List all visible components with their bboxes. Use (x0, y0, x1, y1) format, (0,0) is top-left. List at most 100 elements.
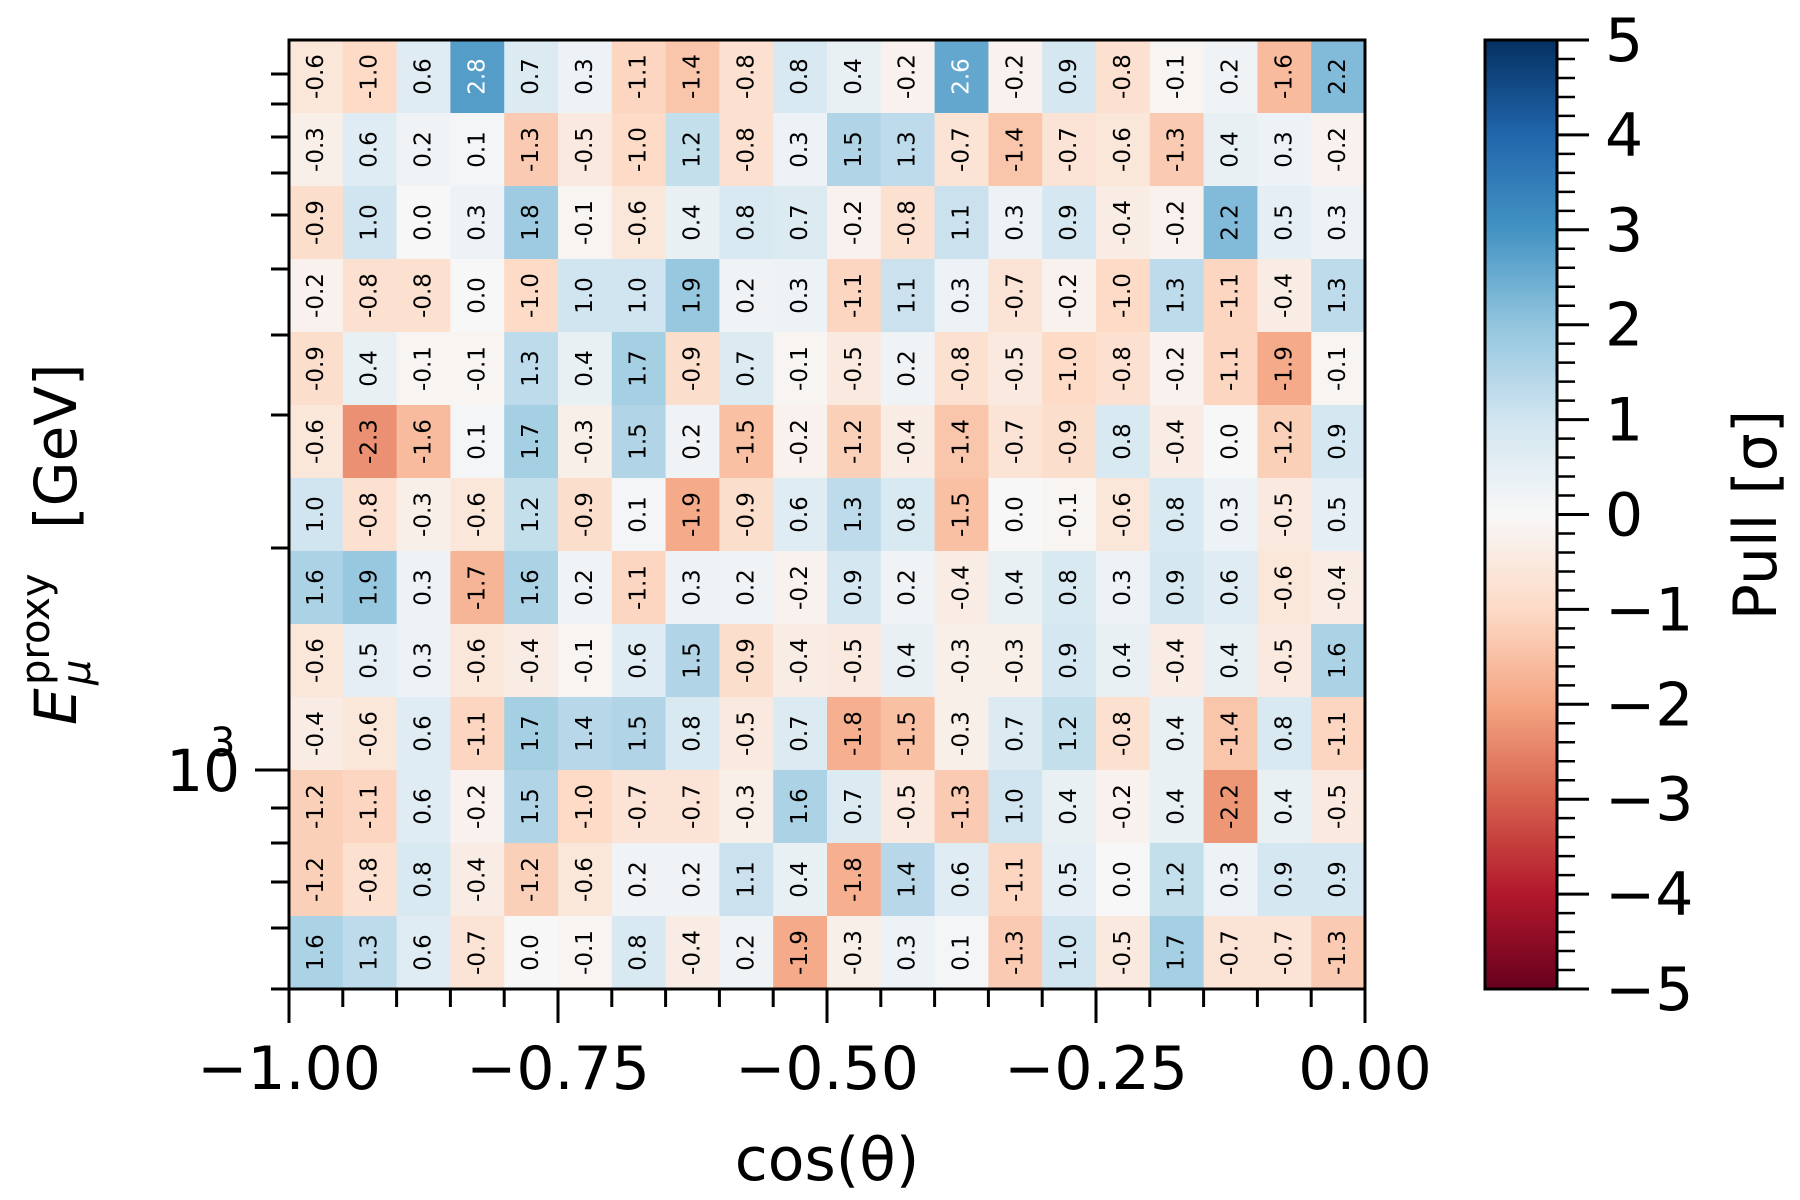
heatmap-cell (880, 770, 936, 844)
heatmap-cell (1149, 478, 1205, 552)
heatmap-cell (342, 697, 398, 771)
cell-value-label: -0.3 (733, 784, 759, 829)
cell-value-label: -0.1 (464, 346, 490, 391)
heatmap-cell (1311, 113, 1366, 187)
cell-value-label: -0.5 (895, 784, 921, 829)
cell-value-label: -1.5 (949, 492, 975, 537)
heatmap-cell (1257, 770, 1312, 844)
heatmap-cell (988, 697, 1043, 771)
heatmap-cell (665, 113, 720, 187)
heatmap-cell (880, 405, 936, 479)
cell-value-label: -0.3 (949, 638, 975, 683)
cell-value-label: -0.8 (733, 127, 759, 172)
heatmap-cell (1096, 551, 1151, 625)
heatmap-cell (611, 113, 667, 187)
x-tick-label: −0.50 (735, 1034, 919, 1104)
heatmap-cell (880, 697, 936, 771)
heatmap-cell (396, 259, 451, 333)
cell-value-label: 0.2 (572, 569, 598, 606)
heatmap-cell (342, 624, 398, 698)
cell-value-label: 0.2 (733, 277, 759, 314)
heatmap-cell (1096, 478, 1151, 552)
colorbar-tick-label: 0 (1605, 481, 1643, 551)
heatmap-cell (289, 186, 344, 260)
heatmap-cell (665, 259, 720, 333)
cell-value-label: -1.6 (1271, 54, 1297, 99)
heatmap-cell (1042, 113, 1097, 187)
cell-value-label: 0.7 (787, 204, 813, 241)
cell-value-label: 0.9 (1271, 861, 1297, 898)
heatmap-cell (880, 186, 936, 260)
heatmap-cell (558, 916, 613, 990)
colorbar-tick-label: 2 (1605, 291, 1643, 361)
cell-value-label: -1.4 (680, 54, 706, 99)
cell-value-label: 0.8 (1056, 569, 1082, 606)
heatmap-cell (450, 113, 505, 187)
heatmap-cell (1042, 186, 1097, 260)
cell-value-label: -0.2 (303, 273, 329, 318)
heatmap-cell (1311, 697, 1366, 771)
cell-value-label: 0.9 (841, 569, 867, 606)
heatmap-cell (988, 113, 1043, 187)
cell-value-label: -0.2 (1325, 127, 1351, 172)
cell-value-label: -1.9 (680, 492, 706, 537)
cell-value-label: 0.0 (1002, 496, 1028, 533)
heatmap-cell (773, 551, 828, 625)
cell-value-label: -1.2 (303, 857, 329, 902)
cell-value-label: 1.5 (626, 715, 652, 752)
colorbar-tick-label: 1 (1605, 386, 1643, 456)
cell-value-label: 1.0 (1056, 934, 1082, 971)
y-axis-title-superscript: proxy (13, 573, 59, 685)
cell-value-label: -1.1 (1218, 273, 1244, 318)
cell-value-label: -1.4 (1218, 711, 1244, 756)
cell-value-label: 2.8 (464, 58, 490, 95)
cell-value-label: -1.9 (1271, 346, 1297, 391)
heatmap-cell (1149, 770, 1205, 844)
cell-value-label: 1.9 (357, 569, 383, 606)
heatmap-cell (1149, 551, 1205, 625)
heatmap-cell (719, 186, 774, 260)
cell-value-label: 0.0 (411, 204, 437, 241)
heatmap-cell (665, 843, 720, 917)
heatmap-cell (934, 770, 989, 844)
heatmap-cell (1042, 843, 1097, 917)
cell-value-label: 1.7 (518, 715, 544, 752)
heatmap-cell (1257, 478, 1312, 552)
heatmap-cell (827, 40, 882, 114)
cell-value-label: -0.2 (1110, 784, 1136, 829)
heatmap-cell (773, 113, 828, 187)
cell-value-label: -1.1 (1218, 346, 1244, 391)
heatmap-cell (1311, 332, 1366, 406)
heatmap-cell (504, 697, 559, 771)
heatmap-cell (665, 186, 720, 260)
heatmap-cell (450, 624, 505, 698)
heatmap-cell (1311, 770, 1366, 844)
heatmap-cell (1257, 332, 1312, 406)
cell-value-label: 0.6 (357, 131, 383, 168)
cell-value-label: 0.9 (1056, 642, 1082, 679)
heatmap-cell (396, 478, 451, 552)
cell-value-label: -0.3 (572, 419, 598, 464)
heatmap-cell (396, 332, 451, 406)
cell-value-label: 0.4 (1218, 642, 1244, 679)
heatmap-cell (289, 624, 344, 698)
heatmap-cell (773, 770, 828, 844)
cell-value-label: -0.4 (895, 419, 921, 464)
heatmap-cell (719, 259, 774, 333)
heatmap-cell (1149, 624, 1205, 698)
cell-value-label: 1.2 (680, 131, 706, 168)
cell-value-label: 1.0 (572, 277, 598, 314)
cell-value-label: 0.3 (1218, 861, 1244, 898)
heatmap-cell (1203, 478, 1258, 552)
cell-value-label: -0.8 (733, 54, 759, 99)
heatmap-cell (450, 40, 505, 114)
heatmap-cell (1042, 551, 1097, 625)
y-tick-label-exponent: 3 (210, 720, 235, 766)
cell-value-label: -1.6 (411, 419, 437, 464)
cell-value-label: 1.2 (518, 496, 544, 533)
heatmap-cell (934, 478, 989, 552)
heatmap-cell (773, 697, 828, 771)
heatmap-cell (611, 186, 667, 260)
cell-value-label: 0.2 (895, 350, 921, 387)
cell-value-label: 0.7 (518, 58, 544, 95)
